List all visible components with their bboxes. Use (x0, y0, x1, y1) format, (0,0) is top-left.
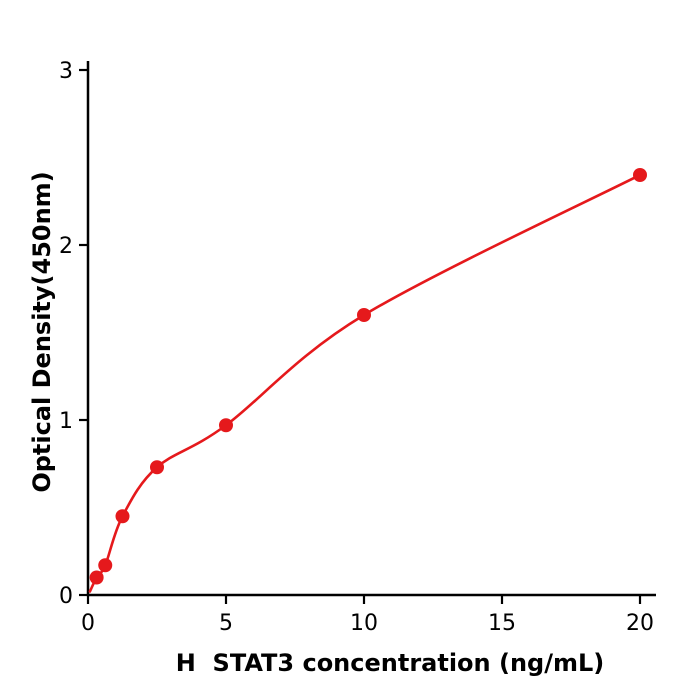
y-axis-tick-label: 2 (59, 234, 73, 259)
y-axis-title: Optical Density(450nm) (28, 171, 56, 493)
x-axis-tick-label: 10 (350, 611, 378, 636)
y-axis-tick-label: 3 (59, 59, 73, 84)
x-axis-tick-label: 15 (488, 611, 516, 636)
y-axis-tick-label: 1 (59, 409, 73, 434)
x-axis-title: H STAT3 concentration (ng/mL) (175, 649, 605, 677)
y-axis-tick-label: 0 (59, 584, 73, 609)
x-axis-tick-label: 5 (219, 611, 233, 636)
data-point (98, 558, 113, 573)
data-point (115, 509, 130, 524)
data-point (357, 308, 371, 322)
fit-curve (88, 173, 642, 593)
data-point (89, 570, 104, 585)
data-point (219, 418, 233, 433)
x-axis-tick-label: 0 (81, 611, 95, 636)
data-point (150, 460, 164, 475)
data-point (633, 168, 647, 182)
x-axis-tick-label: 20 (626, 611, 654, 636)
